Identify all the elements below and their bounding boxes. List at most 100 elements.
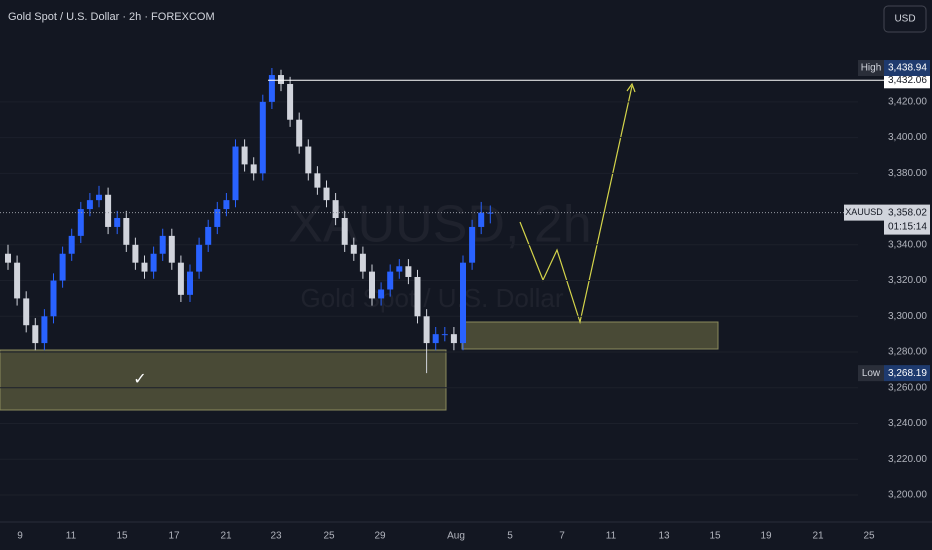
candle-body xyxy=(323,187,330,201)
candle-body xyxy=(32,325,39,344)
candle-body xyxy=(86,200,93,210)
marker-price-box xyxy=(884,60,930,77)
marker-tag: Low xyxy=(862,368,881,379)
y-tick-label: 3,280.00 xyxy=(888,347,927,358)
candle-body xyxy=(314,173,321,188)
x-tick-label: 9 xyxy=(17,531,23,542)
candle-body xyxy=(387,271,394,290)
candle-body xyxy=(487,212,494,214)
watermark-name: Gold Spot / U.S. Dollar xyxy=(301,283,564,313)
candle-body xyxy=(177,262,184,295)
marker-tag: High xyxy=(861,63,882,74)
candle-body xyxy=(369,271,375,299)
currency-label[interactable]: USD xyxy=(894,14,915,25)
y-tick-label: 3,200.00 xyxy=(888,490,927,501)
candle-body xyxy=(396,266,403,272)
candle-body xyxy=(405,266,412,277)
x-tick-label: 15 xyxy=(116,531,128,542)
candle-body xyxy=(223,200,230,210)
demand-zone[interactable] xyxy=(0,349,447,411)
y-tick-label: 3,400.00 xyxy=(888,132,927,143)
x-tick-label: 5 xyxy=(507,531,513,542)
x-tick-label: 25 xyxy=(323,531,335,542)
candle-body xyxy=(59,253,66,281)
candle-body xyxy=(214,209,221,227)
x-tick-label: 11 xyxy=(66,531,77,542)
candle-body xyxy=(296,119,303,147)
last-price-box xyxy=(884,204,930,235)
x-tick-label: 21 xyxy=(220,531,232,542)
candle-body xyxy=(123,218,130,245)
projection-arrowhead xyxy=(626,82,636,93)
candle-body xyxy=(141,262,148,272)
y-tick-label: 3,240.00 xyxy=(888,418,927,429)
last-price-label: 3,358.02 xyxy=(888,207,927,218)
candle-body xyxy=(432,334,439,344)
candle-body xyxy=(287,83,294,120)
candle-body xyxy=(469,226,476,263)
candle-body xyxy=(414,276,421,317)
plot xyxy=(0,68,858,496)
x-tick-label: 21 xyxy=(812,531,824,542)
x-tick-label: 11 xyxy=(606,531,617,542)
marker-tag-box xyxy=(858,365,884,382)
candle-body xyxy=(168,235,175,263)
candle-body xyxy=(205,226,212,245)
countdown-label: 01:15:14 xyxy=(888,221,927,232)
projection-path[interactable] xyxy=(519,85,633,325)
demand-zone[interactable] xyxy=(461,321,719,350)
marker-tag-box xyxy=(858,60,884,77)
currency-button[interactable] xyxy=(883,5,927,33)
candle-body xyxy=(460,262,466,344)
candle-body xyxy=(105,194,112,227)
candle-body xyxy=(332,200,339,219)
symbol-tag-box xyxy=(844,204,884,221)
candle-body xyxy=(50,280,57,317)
candle-body xyxy=(68,235,75,254)
candle-body xyxy=(232,146,239,201)
y-tick-label: 3,220.00 xyxy=(888,454,927,465)
candle-body xyxy=(132,244,139,263)
y-tick-label: 3,320.00 xyxy=(888,275,927,286)
symbol-tag: XAUUSD xyxy=(845,207,883,217)
x-tick-label: 17 xyxy=(168,531,180,542)
candle-body xyxy=(77,209,84,236)
checkmark: ✓ xyxy=(133,371,146,388)
x-tick-label: 19 xyxy=(760,531,772,542)
candle-body xyxy=(159,235,166,254)
candle-body xyxy=(5,253,11,263)
x-tick-label: 23 xyxy=(270,531,282,542)
candle-body xyxy=(378,289,385,299)
candle-body xyxy=(259,101,266,174)
candle-body xyxy=(278,75,284,84)
candle-body xyxy=(478,212,485,227)
level-price-label: 3,432.06 xyxy=(888,75,927,86)
candle-body xyxy=(241,146,248,165)
y-tick-label: 3,260.00 xyxy=(888,382,927,393)
x-tick-label: 25 xyxy=(863,531,875,542)
x-tick-label: 13 xyxy=(658,531,670,542)
candle-body xyxy=(450,334,457,344)
x-tick-label: 29 xyxy=(374,531,386,542)
candle-body xyxy=(41,316,48,344)
level-price-box xyxy=(884,72,930,89)
candle-body xyxy=(305,146,312,174)
x-tick-label: Aug xyxy=(447,531,465,542)
y-tick-label: 3,380.00 xyxy=(888,168,927,179)
candle-body xyxy=(114,218,121,227)
x-tick-label: 7 xyxy=(559,531,565,542)
candle-body xyxy=(350,244,357,254)
candle-body xyxy=(96,194,102,201)
marker-price-box xyxy=(884,365,930,382)
y-tick-label: 3,420.00 xyxy=(888,96,927,107)
marker-price: 3,438.94 xyxy=(888,63,927,74)
candle-body xyxy=(150,253,157,272)
candle-body xyxy=(441,334,448,336)
watermark-symbol: XAUUSD, 2h xyxy=(288,196,591,254)
candle-body xyxy=(23,298,30,326)
candle-body xyxy=(268,75,275,102)
chart-title: Gold Spot / U.S. Dollar · 2h · FOREXCOM xyxy=(8,11,215,23)
y-tick-label: 3,340.00 xyxy=(888,239,927,250)
y-tick-label: 3,300.00 xyxy=(888,311,927,322)
